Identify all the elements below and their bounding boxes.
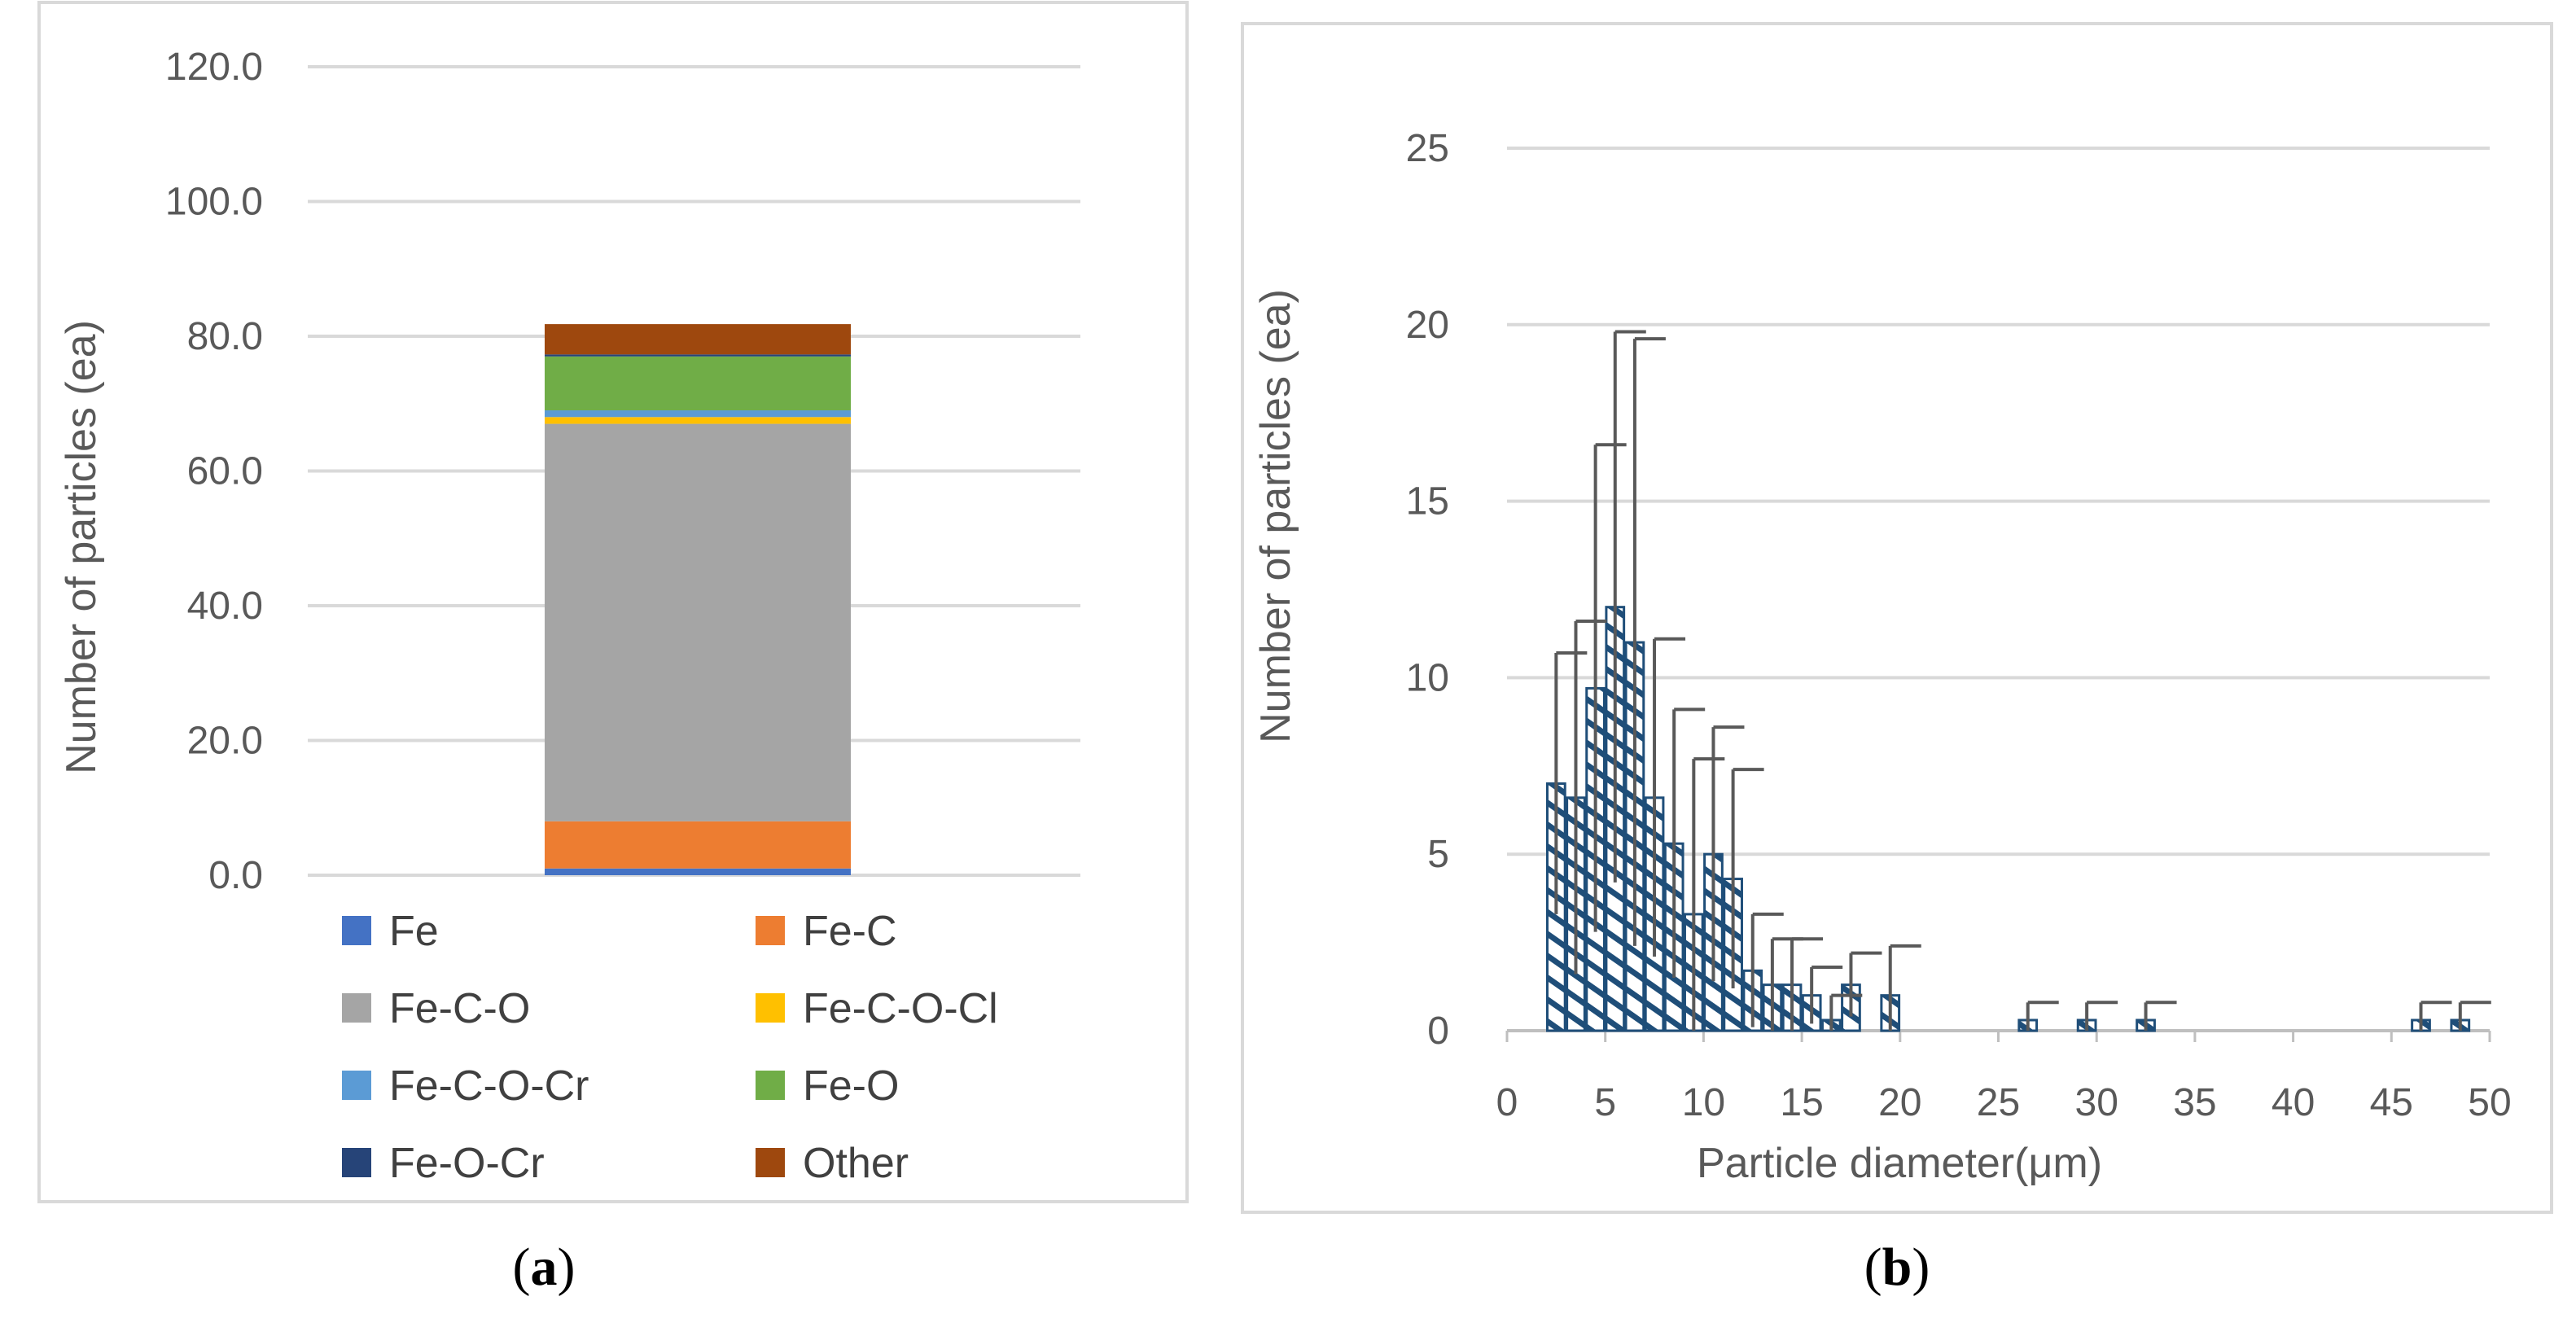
chart-a-y-tick-label: 100.0	[165, 181, 263, 224]
chart-b-y-ticks: 0 5 10 15 20 25	[1406, 127, 1449, 1053]
legend-swatch-fe-c	[756, 916, 785, 945]
chart-b-y-tick-label: 5	[1427, 833, 1449, 876]
chart-a-panel-label: (a)	[513, 1237, 576, 1297]
bar-segment-fe	[545, 868, 851, 875]
chart-a-y-tick-label: 40.0	[187, 585, 263, 628]
bar-segment-fe-c	[545, 821, 851, 869]
legend-swatch-fe-o	[756, 1071, 785, 1100]
chart-b-x-axis-label: Particle diameter(μm)	[1697, 1140, 2102, 1187]
chart-a-y-tick-label: 20.0	[187, 720, 263, 763]
chart-b-x-tick-label: 0	[1496, 1081, 1518, 1124]
chart-b-y-tick-label: 15	[1406, 480, 1449, 523]
chart-b-x-tick-label: 5	[1594, 1081, 1616, 1124]
legend-label-fe-o: Fe-O	[803, 1062, 899, 1110]
chart-a-legend: Fe Fe-C Fe-C-O Fe-C-O-Cl Fe-C-O-Cr Fe-O Fe-O-C…	[342, 908, 998, 1187]
bar-segment-fe-c-o-cl	[545, 417, 851, 424]
legend-swatch-fe-c-o	[342, 993, 371, 1023]
chart-b-x-tick-label: 20	[1878, 1081, 1921, 1124]
chart-a-y-ticks: 0.0 20.0 40.0 60.0 80.0 100.0 120.0	[165, 46, 263, 897]
chart-b-error-bars	[1554, 330, 2491, 1031]
bar-segment-fe-c-o-cr	[545, 410, 851, 418]
bar-segment-fe-o-cr	[545, 354, 851, 357]
chart-b-x-tick-label: 25	[1977, 1081, 2020, 1124]
chart-b-x-tick-label: 35	[2173, 1081, 2216, 1124]
legend-label-fe-o-cr: Fe-O-Cr	[389, 1140, 545, 1187]
legend-label-fe-c-o-cr: Fe-C-O-Cr	[389, 1062, 589, 1110]
chart-b-x-ticks: 0 5 10 15 20 25 30 35 40 45 50	[1496, 1031, 2512, 1124]
chart-b-y-tick-label: 10	[1406, 656, 1449, 699]
chart-b-x-tick-label: 45	[2370, 1081, 2413, 1124]
chart-b-y-tick-label: 0	[1427, 1010, 1449, 1053]
chart-b-x-tick-label: 15	[1780, 1081, 1823, 1124]
chart-a-stacked-bar	[545, 324, 851, 875]
bar-segment-other	[545, 324, 851, 355]
chart-b-y-tick-label: 25	[1406, 127, 1449, 170]
legend-swatch-other	[756, 1148, 785, 1177]
bar-segment-fe-c-o	[545, 423, 851, 821]
legend-label-fe-c: Fe-C	[803, 908, 897, 955]
legend-swatch-fe-o-cr	[342, 1148, 371, 1177]
chart-a-y-axis-label: Number of particles (ea)	[58, 320, 105, 774]
bar-segment-fe-o	[545, 356, 851, 411]
chart-a-y-tick-label: 120.0	[165, 46, 263, 89]
legend-swatch-fe-c-o-cr	[342, 1071, 371, 1100]
chart-a: 0.0 20.0 40.0 60.0 80.0 100.0 120.0 Number of …	[37, 1, 1189, 1203]
legend-swatch-fe-c-o-cl	[756, 993, 785, 1023]
chart-b-x-tick-label: 40	[2272, 1081, 2315, 1124]
chart-b-x-tick-label: 10	[1682, 1081, 1725, 1124]
chart-a-y-tick-label: 0.0	[208, 854, 263, 897]
legend-swatch-fe	[342, 916, 371, 945]
legend-label-fe-c-o-cl: Fe-C-O-Cl	[803, 985, 998, 1032]
legend-label-other: Other	[803, 1140, 909, 1187]
chart-b-y-tick-label: 20	[1406, 304, 1449, 347]
chart-b-x-tick-label: 30	[2075, 1081, 2118, 1124]
legend-label-fe-c-o: Fe-C-O	[389, 985, 530, 1032]
chart-a-y-tick-label: 60.0	[187, 450, 263, 493]
chart-b-x-tick-label: 50	[2468, 1081, 2511, 1124]
chart-a-y-tick-label: 80.0	[187, 315, 263, 358]
legend-label-fe: Fe	[389, 908, 439, 955]
chart-b-panel-label: (b)	[1864, 1237, 1930, 1297]
chart-b-y-axis-label: Number of particles (ea)	[1252, 289, 1299, 743]
chart-b: 0 5 10 15 20 25 0 5 10 15 20 25 30 35 40 45 50 Number o…	[1241, 22, 2553, 1214]
